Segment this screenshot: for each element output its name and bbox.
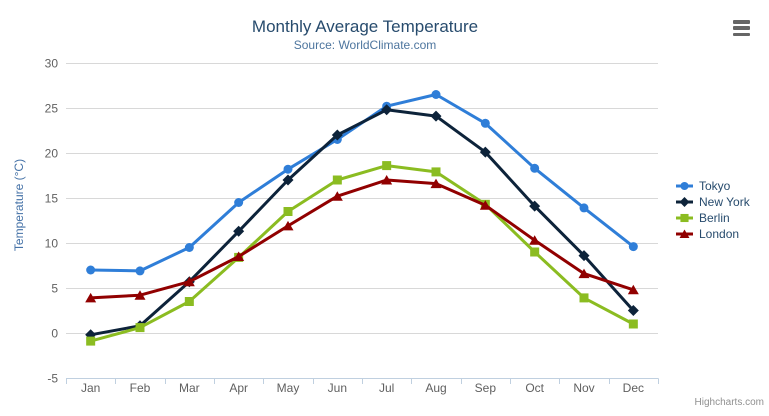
- series-london: [85, 175, 639, 303]
- point-london-mar[interactable]: [183, 276, 195, 287]
- y-axis-label: 25: [45, 102, 59, 116]
- legend-label: Berlin: [699, 211, 730, 225]
- hamburger-icon: [733, 26, 750, 30]
- point-new-york-dec[interactable]: [627, 305, 639, 316]
- y-axis-label: 20: [45, 147, 59, 161]
- point-berlin-aug[interactable]: [431, 167, 441, 177]
- context-menu-button[interactable]: [733, 20, 750, 36]
- legend-label: New York: [699, 195, 750, 209]
- x-axis-label: Mar: [179, 381, 200, 395]
- point-new-york-may[interactable]: [282, 174, 294, 186]
- point-new-york-oct[interactable]: [529, 200, 541, 212]
- point-tokyo-jan[interactable]: [86, 265, 96, 275]
- square-marker-icon: [676, 213, 693, 223]
- circle-marker-icon: [676, 181, 693, 191]
- x-axis-label: Aug: [425, 381, 446, 395]
- point-tokyo-sep[interactable]: [480, 118, 490, 128]
- point-berlin-oct[interactable]: [530, 247, 540, 257]
- y-axis-label: 5: [51, 282, 58, 296]
- point-berlin-mar[interactable]: [184, 297, 194, 306]
- point-berlin-may[interactable]: [283, 207, 293, 216]
- x-axis-label: Apr: [229, 381, 248, 395]
- series-line-new-york: [89, 108, 635, 337]
- point-tokyo-nov[interactable]: [579, 203, 589, 213]
- point-london-sep[interactable]: [479, 200, 491, 210]
- point-tokyo-oct[interactable]: [530, 163, 540, 173]
- credits-link[interactable]: Highcharts.com: [694, 397, 764, 408]
- y-axis-label: 30: [45, 57, 59, 71]
- point-berlin-nov[interactable]: [579, 293, 589, 303]
- point-berlin-jan[interactable]: [86, 336, 96, 346]
- legend: Tokyo New York Berlin London: [676, 178, 750, 242]
- point-london-apr[interactable]: [233, 251, 245, 262]
- series-tokyo: [86, 90, 638, 276]
- point-berlin-dec[interactable]: [628, 319, 638, 329]
- diamond-marker-icon: [676, 197, 693, 207]
- legend-item-new-york[interactable]: New York: [676, 194, 750, 210]
- point-london-jul[interactable]: [381, 175, 393, 185]
- x-axis-label: Dec: [623, 381, 644, 395]
- point-london-jun[interactable]: [331, 191, 343, 201]
- point-tokyo-aug[interactable]: [431, 90, 441, 99]
- point-tokyo-mar[interactable]: [184, 243, 194, 252]
- series-line-berlin: [89, 164, 635, 343]
- y-axis-label: -5: [47, 372, 58, 386]
- point-new-york-sep[interactable]: [479, 146, 491, 158]
- x-axis-label: Jan: [81, 381, 100, 395]
- point-new-york-jun[interactable]: [331, 129, 343, 141]
- point-new-york-aug[interactable]: [430, 110, 442, 122]
- point-london-oct[interactable]: [529, 235, 541, 245]
- x-axis-label: Jul: [379, 381, 394, 395]
- x-axis-label: May: [277, 381, 300, 395]
- legend-item-tokyo[interactable]: Tokyo: [676, 178, 750, 194]
- y-axis-title: Temperature (°C): [12, 158, 26, 252]
- y-axis-label: 15: [45, 192, 59, 206]
- point-new-york-jul[interactable]: [381, 104, 393, 116]
- point-berlin-feb[interactable]: [135, 323, 145, 333]
- y-axis-label: 10: [45, 237, 59, 251]
- hamburger-icon: [733, 20, 750, 24]
- point-berlin-jun[interactable]: [332, 175, 342, 185]
- point-new-york-apr[interactable]: [233, 225, 245, 237]
- chart-title: Monthly Average Temperature: [251, 17, 479, 36]
- x-axis-label: Feb: [130, 381, 151, 395]
- legend-item-london[interactable]: London: [676, 226, 750, 242]
- point-tokyo-dec[interactable]: [628, 242, 638, 252]
- legend-label: London: [699, 227, 740, 241]
- point-berlin-jul[interactable]: [382, 161, 392, 171]
- chart-subtitle: Source: WorldClimate.com: [293, 38, 437, 52]
- legend-item-berlin[interactable]: Berlin: [676, 210, 750, 226]
- x-axis-label: Sep: [475, 381, 497, 395]
- triangle-marker-icon: [676, 229, 693, 239]
- point-tokyo-may[interactable]: [283, 164, 293, 174]
- y-axis-label: 0: [51, 327, 58, 341]
- point-london-dec[interactable]: [627, 284, 639, 295]
- point-london-jan[interactable]: [85, 292, 97, 303]
- series-berlin: [86, 161, 638, 346]
- point-london-may[interactable]: [282, 220, 294, 231]
- point-london-aug[interactable]: [430, 178, 442, 189]
- point-london-nov[interactable]: [578, 268, 590, 279]
- x-axis-label: Oct: [525, 381, 544, 395]
- x-axis-label: Nov: [573, 381, 594, 395]
- point-london-feb[interactable]: [134, 290, 146, 300]
- series-line-london: [89, 178, 635, 300]
- legend-label: Tokyo: [699, 179, 731, 193]
- hamburger-icon: [733, 32, 750, 36]
- point-tokyo-feb[interactable]: [135, 266, 145, 276]
- series-new-york: [85, 104, 639, 341]
- x-axis-label: Jun: [328, 381, 347, 395]
- point-tokyo-apr[interactable]: [234, 198, 244, 207]
- point-new-york-nov[interactable]: [578, 250, 590, 262]
